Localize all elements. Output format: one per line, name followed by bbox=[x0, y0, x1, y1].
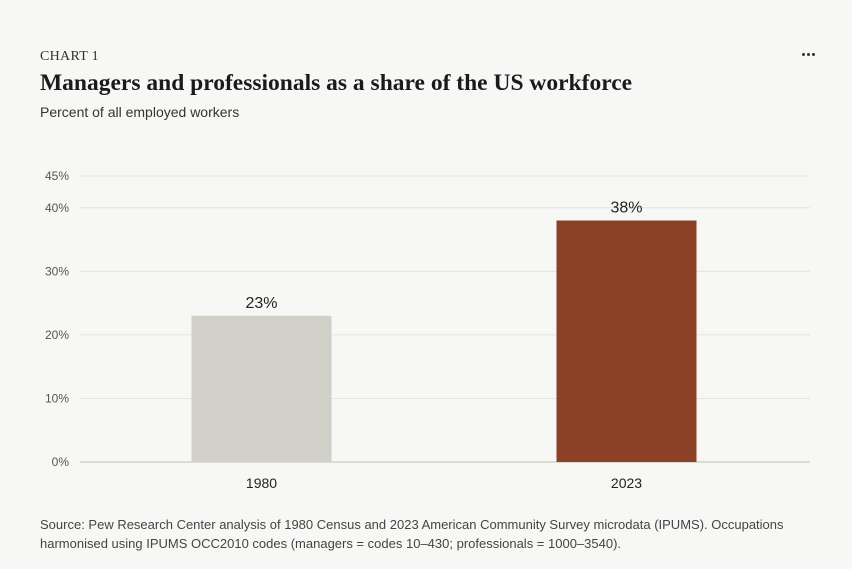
x-tick-label: 1980 bbox=[246, 475, 277, 491]
x-tick-label: 2023 bbox=[611, 475, 642, 491]
chart-subtitle: Percent of all employed workers bbox=[40, 104, 240, 120]
bar-2023 bbox=[556, 220, 697, 462]
bar-chart: 0% 10% 20% 30% 40% 45% 23% 1980 38% 2023 bbox=[45, 169, 810, 491]
more-dot bbox=[806, 52, 810, 56]
chart-title: Managers and professionals as a share of… bbox=[40, 70, 633, 96]
y-tick-label: 20% bbox=[45, 328, 69, 342]
chart-eyebrow: CHART 1 bbox=[40, 49, 99, 64]
source-note: Source: Pew Research Center analysis of … bbox=[40, 517, 784, 551]
y-tick-label: 10% bbox=[45, 391, 69, 405]
more-dot bbox=[811, 52, 815, 56]
bar-1980 bbox=[191, 315, 332, 462]
y-tick-label: 40% bbox=[45, 201, 69, 215]
data-label: 38% bbox=[610, 199, 642, 216]
y-tick-label: 0% bbox=[52, 455, 70, 469]
y-tick-label: 30% bbox=[45, 264, 69, 278]
y-tick-label: 45% bbox=[45, 169, 69, 183]
data-label: 23% bbox=[245, 295, 277, 312]
more-options-icon[interactable] bbox=[796, 46, 820, 62]
more-dot bbox=[801, 52, 805, 56]
